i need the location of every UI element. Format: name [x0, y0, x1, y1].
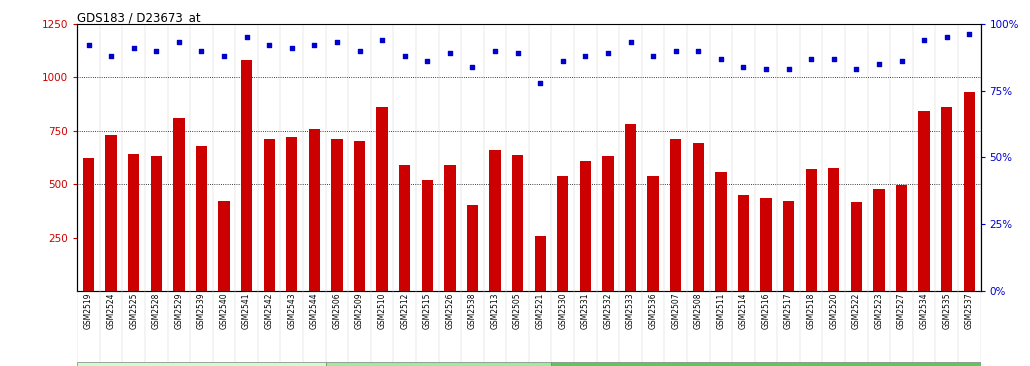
Point	[735, 64, 752, 70]
Point	[781, 66, 797, 72]
Point	[103, 53, 119, 59]
Point	[283, 45, 300, 51]
Bar	[805, 169, 817, 291]
Bar	[535, 236, 546, 291]
Point	[938, 34, 955, 40]
Point	[419, 58, 436, 64]
Point	[645, 53, 661, 59]
Point	[848, 66, 864, 72]
Bar	[354, 141, 366, 291]
Point	[690, 48, 707, 53]
Bar	[150, 156, 162, 291]
Bar	[218, 201, 230, 291]
Point	[870, 61, 887, 67]
Bar	[873, 190, 885, 291]
Bar	[648, 176, 659, 291]
Bar	[557, 176, 569, 291]
Point	[487, 48, 504, 53]
Bar	[399, 165, 410, 291]
Point	[916, 37, 932, 43]
Bar	[737, 195, 749, 291]
Bar	[105, 135, 116, 291]
Point	[216, 53, 233, 59]
Point	[713, 56, 729, 61]
Point	[171, 40, 187, 45]
Bar	[603, 156, 614, 291]
Bar	[625, 124, 637, 291]
Bar	[264, 139, 275, 291]
Bar	[828, 168, 839, 291]
Point	[577, 53, 593, 59]
Point	[667, 48, 684, 53]
Bar	[715, 172, 726, 291]
Point	[465, 64, 481, 70]
Bar	[692, 143, 703, 291]
Point	[126, 45, 142, 51]
Point	[329, 40, 345, 45]
Point	[194, 48, 210, 53]
Point	[599, 50, 616, 56]
Point	[893, 58, 909, 64]
Point	[622, 40, 639, 45]
Text: GDS183 / D23673_at: GDS183 / D23673_at	[77, 11, 201, 24]
Point	[238, 34, 254, 40]
Point	[510, 50, 526, 56]
Bar	[173, 118, 184, 291]
Point	[554, 58, 571, 64]
Bar	[77, 362, 325, 366]
Bar	[580, 161, 591, 291]
Point	[261, 42, 277, 48]
Bar	[783, 201, 794, 291]
Point	[758, 66, 775, 72]
Bar	[128, 154, 139, 291]
Bar	[512, 155, 523, 291]
Point	[531, 80, 548, 86]
Bar	[551, 362, 981, 366]
Point	[306, 42, 322, 48]
Bar	[309, 128, 320, 291]
Bar	[421, 180, 433, 291]
Bar	[286, 137, 298, 291]
Point	[374, 37, 390, 43]
Bar	[196, 146, 207, 291]
Point	[803, 56, 820, 61]
Bar	[325, 362, 551, 366]
Point	[351, 48, 368, 53]
Bar	[444, 165, 455, 291]
Point	[397, 53, 413, 59]
Bar	[671, 139, 681, 291]
Point	[442, 50, 458, 56]
Bar	[241, 60, 252, 291]
Bar	[919, 111, 930, 291]
Bar	[851, 202, 862, 291]
Bar	[377, 107, 387, 291]
Bar	[941, 107, 953, 291]
Bar	[896, 185, 907, 291]
Bar	[332, 139, 343, 291]
Bar	[467, 205, 478, 291]
Point	[825, 56, 842, 61]
Bar	[82, 158, 94, 291]
Bar	[964, 92, 975, 291]
Bar	[760, 198, 771, 291]
Bar	[489, 150, 501, 291]
Point	[148, 48, 165, 53]
Point	[80, 42, 97, 48]
Point	[961, 31, 977, 37]
